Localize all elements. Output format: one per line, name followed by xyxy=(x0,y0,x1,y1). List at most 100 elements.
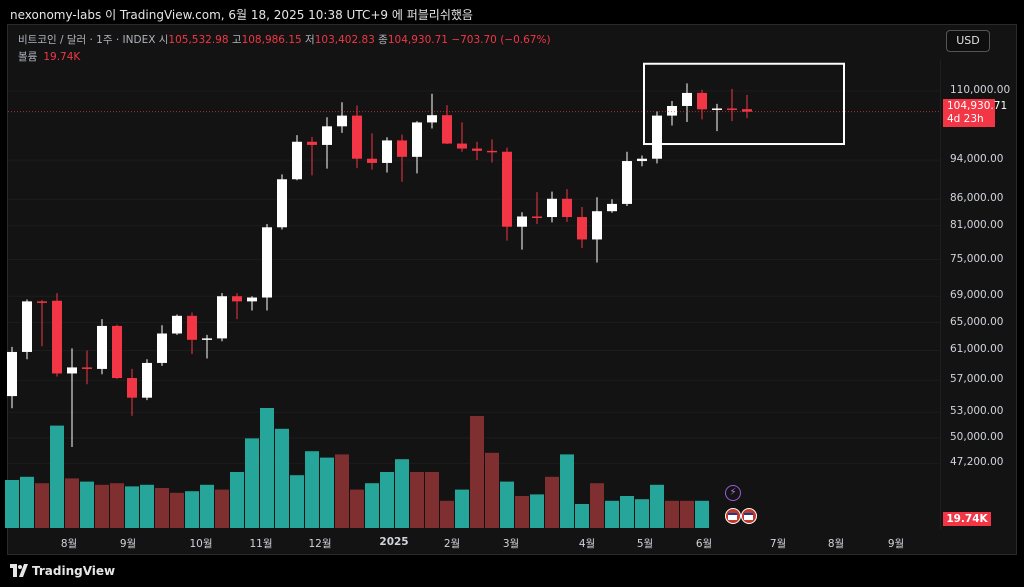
candle-body xyxy=(487,150,497,153)
candle-body xyxy=(82,367,92,369)
low-value: 103,402.83 xyxy=(314,34,375,46)
price-axis-label: 47,200.00 xyxy=(950,456,1004,469)
last-volume-tag: 19.74K xyxy=(943,512,991,526)
volume-bar xyxy=(500,481,514,528)
candle-body xyxy=(592,211,602,240)
candle-body xyxy=(157,333,167,363)
volume-bar xyxy=(260,408,274,528)
volume-bar xyxy=(560,454,574,528)
volume-bar xyxy=(65,478,79,528)
volume-bar xyxy=(425,472,439,528)
chart-frame[interactable] xyxy=(7,24,1017,555)
volume-bar xyxy=(170,492,184,528)
volume-bar xyxy=(290,475,304,528)
candle-body xyxy=(367,158,377,163)
candle-body xyxy=(7,351,17,397)
high-value: 108,986.15 xyxy=(241,34,302,46)
symbol-header: 비트코인 / 달러 · 1주 · INDEX 시105,532.98 고108,… xyxy=(18,32,551,47)
candle-body xyxy=(337,115,347,127)
volume-bar xyxy=(155,488,169,528)
volume-value: 19.74K xyxy=(43,51,81,63)
volume-bar xyxy=(530,494,544,528)
lightning-event-icon[interactable]: ⚡ xyxy=(725,485,741,501)
candle-body xyxy=(667,105,677,116)
price-axis-label: 94,000.00 xyxy=(950,153,1004,166)
publish-caption: nexonomy-labs 이 TradingView.com, 6월 18, … xyxy=(10,8,473,22)
change-value: −703.70 (−0.67%) xyxy=(451,34,551,46)
candle-body xyxy=(547,198,557,218)
candle-body xyxy=(427,115,437,123)
candle-body xyxy=(277,179,287,228)
volume-bar xyxy=(680,500,694,528)
volume-bar xyxy=(185,491,199,528)
tradingview-brand[interactable]: TradingView xyxy=(32,564,116,578)
time-axis-label: 3월 xyxy=(502,538,520,550)
volume-bar xyxy=(665,500,679,528)
price-axis-label: 86,000.00 xyxy=(950,192,1004,205)
candle-body xyxy=(397,140,407,157)
volume-bar xyxy=(35,483,49,528)
time-axis-label: 12월 xyxy=(308,538,332,550)
candle-body xyxy=(442,115,452,144)
volume-bar xyxy=(50,425,64,528)
time-axis-label: 7월 xyxy=(769,538,787,550)
highlight-box xyxy=(643,62,845,146)
candle-body xyxy=(562,198,572,218)
time-axis-label: 10월 xyxy=(189,538,213,550)
time-axis-label: 9월 xyxy=(119,538,137,550)
volume-bar xyxy=(455,489,469,528)
volume-bar xyxy=(230,472,244,528)
candle-body xyxy=(172,315,182,334)
volume-legend: 볼륨 19.74K xyxy=(18,49,80,64)
time-axis-label: 11월 xyxy=(249,538,273,550)
candle-body xyxy=(637,158,647,162)
candle-body xyxy=(712,108,722,110)
high-label: 고 xyxy=(231,34,242,46)
open-label: 시 xyxy=(158,34,169,46)
volume-bar xyxy=(305,451,319,528)
volume-bar xyxy=(635,499,649,528)
candle-body xyxy=(382,140,392,163)
price-axis-label: 75,000.00 xyxy=(950,252,1004,265)
volume-bar xyxy=(350,489,364,528)
us-flag-icon[interactable] xyxy=(725,508,741,524)
open-value: 105,532.98 xyxy=(168,34,229,46)
volume-bar xyxy=(620,496,634,528)
candle-body xyxy=(142,362,152,398)
tradingview-logo-icon[interactable] xyxy=(10,564,28,578)
candle-body xyxy=(97,325,107,369)
candle-body xyxy=(22,301,32,352)
volume-bar xyxy=(200,484,214,528)
volume-bar xyxy=(245,438,259,528)
candle-body xyxy=(607,203,617,212)
volume-bar xyxy=(605,500,619,528)
volume-bar xyxy=(545,476,559,528)
volume-bar xyxy=(590,483,604,528)
volume-bar xyxy=(650,484,664,528)
volume-bar xyxy=(275,428,289,528)
us-flag-icon[interactable] xyxy=(741,508,757,524)
volume-bar xyxy=(695,500,709,528)
bar-countdown: 4d 23h xyxy=(947,113,984,125)
candle-body xyxy=(517,216,527,227)
candle-body xyxy=(52,300,62,374)
volume-label: 볼륨 xyxy=(18,51,38,63)
currency-button[interactable]: USD xyxy=(946,30,990,52)
price-axis-label: 57,000.00 xyxy=(950,373,1004,386)
volume-bar xyxy=(515,496,529,528)
time-axis-label: 8월 xyxy=(827,538,845,550)
volume-bar xyxy=(485,452,499,528)
time-axis-label: 2월 xyxy=(443,538,461,550)
candle-body xyxy=(37,301,47,303)
candle-body xyxy=(502,151,512,227)
volume-bar xyxy=(125,486,139,528)
time-axis-label: 8월 xyxy=(60,538,78,550)
candle-body xyxy=(187,315,197,340)
volume-bar xyxy=(95,484,109,528)
candle-body xyxy=(217,296,227,339)
volume-bar xyxy=(380,472,394,528)
candle-body xyxy=(307,141,317,145)
candle-body xyxy=(472,148,482,151)
price-axis-label: 53,000.00 xyxy=(950,405,1004,418)
